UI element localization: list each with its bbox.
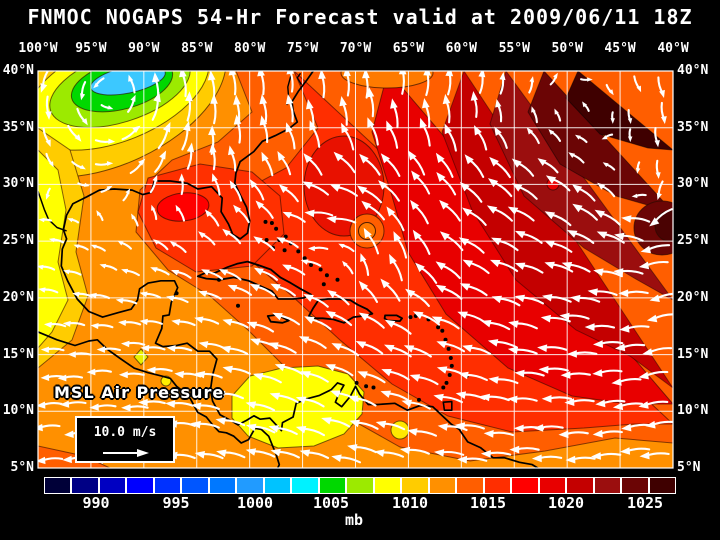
left-axis-label: 25°N bbox=[2, 233, 34, 249]
top-axis: 100°W 95°W 90°W 85°W 80°W 75°W 70°W 65°W 60°W 55°… bbox=[0, 41, 720, 57]
colorbar-cell bbox=[374, 478, 401, 493]
top-axis-label: 95°W bbox=[75, 41, 107, 56]
colorbar-cell bbox=[567, 478, 593, 493]
colorbar-cell bbox=[402, 478, 428, 493]
right-axis-label: 10°N bbox=[677, 403, 709, 419]
right-axis-label: 25°N bbox=[677, 233, 709, 249]
right-axis-label: 35°N bbox=[677, 119, 709, 135]
top-axis-label: 45°W bbox=[604, 41, 636, 56]
right-axis-label: 20°N bbox=[677, 289, 709, 305]
colorbar-cell bbox=[127, 478, 153, 493]
left-axis-label: 10°N bbox=[2, 403, 34, 419]
colorbar-cell bbox=[649, 478, 676, 493]
colorbar-cell bbox=[347, 478, 373, 493]
colorbar bbox=[44, 477, 676, 494]
colorbar-cell bbox=[182, 478, 208, 493]
colorbar-tick-label: 1005 bbox=[312, 494, 350, 512]
top-axis-label: 85°W bbox=[181, 41, 213, 56]
top-axis-label: 60°W bbox=[445, 41, 477, 56]
top-axis-label: 90°W bbox=[128, 41, 160, 56]
colorbar-tick-label: 1025 bbox=[626, 494, 664, 512]
colorbar-cell bbox=[45, 478, 71, 493]
colorbar-tick-label: 1020 bbox=[547, 494, 585, 512]
top-axis-label: 70°W bbox=[339, 41, 372, 56]
colorbar-unit: mb bbox=[344, 511, 364, 529]
wind-scale-label: 10.0 m/s bbox=[93, 425, 157, 440]
colorbar-cell bbox=[237, 478, 263, 493]
colorbar-cell bbox=[264, 478, 291, 493]
wind-scale-box: 10.0 m/s bbox=[75, 416, 175, 463]
top-axis-label: 75°W bbox=[286, 41, 319, 56]
right-axis-label: 30°N bbox=[677, 176, 709, 192]
colorbar-cell bbox=[72, 478, 98, 493]
left-axis-label: 40°N bbox=[2, 63, 34, 78]
colorbar-cell bbox=[292, 478, 318, 493]
wind-scale-arrow-icon bbox=[103, 449, 149, 457]
colorbar-cell bbox=[209, 478, 236, 493]
chart-title: FNMOC NOGAPS 54-Hr Forecast valid at 200… bbox=[27, 5, 693, 29]
colorbar-cell bbox=[319, 478, 346, 493]
colorbar-cell bbox=[154, 478, 181, 493]
top-axis-label: 50°W bbox=[551, 41, 583, 56]
colorbar-cell bbox=[594, 478, 621, 493]
colorbar-tick-label: 1015 bbox=[469, 494, 507, 512]
left-axis-label: 5°N bbox=[10, 460, 34, 475]
colorbar-tick-label: 995 bbox=[162, 494, 190, 512]
colorbar-tick-label: 1010 bbox=[391, 494, 429, 512]
right-axis-label: 5°N bbox=[677, 460, 701, 475]
top-axis-label: 40°W bbox=[657, 41, 689, 56]
top-axis-label: 65°W bbox=[392, 41, 425, 56]
colorbar-tick-label: 990 bbox=[82, 494, 110, 512]
left-axis-label: 15°N bbox=[2, 346, 34, 362]
colorbar-tick-labels: 990 995 1000 1005 1010 1015 1020 1025 bbox=[0, 494, 720, 512]
colorbar-cell bbox=[622, 478, 648, 493]
colorbar-cell bbox=[429, 478, 456, 493]
colorbar-cell bbox=[99, 478, 126, 493]
field-label: MSL Air Pressure bbox=[54, 383, 225, 402]
top-axis-label: 80°W bbox=[234, 41, 266, 56]
left-axis-label: 35°N bbox=[2, 119, 34, 135]
colorbar-cell bbox=[512, 478, 538, 493]
right-axis-label: 40°N bbox=[677, 63, 709, 78]
colorbar-cell bbox=[539, 478, 566, 493]
top-axis-label: 100°W bbox=[18, 41, 58, 56]
colorbar-cell bbox=[457, 478, 483, 493]
right-axis-label: 15°N bbox=[677, 346, 709, 362]
left-axis-label: 30°N bbox=[2, 176, 34, 192]
colorbar-tick-label: 1000 bbox=[236, 494, 274, 512]
top-axis-label: 55°W bbox=[498, 41, 530, 56]
left-axis-label: 20°N bbox=[2, 289, 34, 305]
colorbar-cell bbox=[484, 478, 511, 493]
